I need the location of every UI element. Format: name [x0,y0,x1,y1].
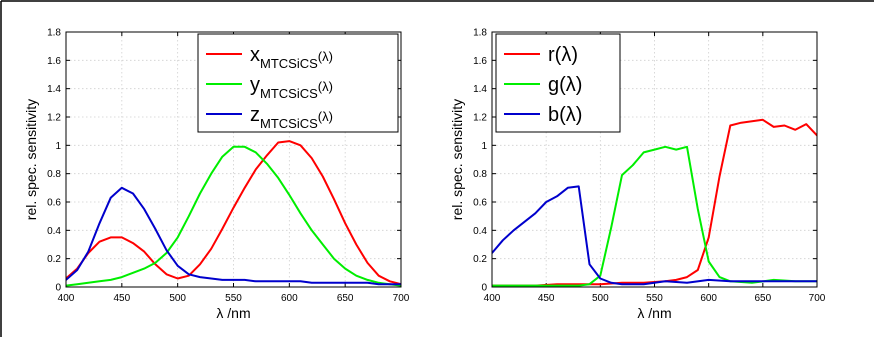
y-tick-label: 0 [481,283,487,294]
x-tick-label: 500 [169,293,186,304]
series-line-z [66,186,401,286]
x-tick-label: 500 [592,293,609,304]
x-axis-label: λ /nm [216,305,250,321]
y-tick-label: 1.2 [47,113,61,124]
y-tick-label: 0.8 [473,169,487,180]
y-tick-label: 1.4 [473,84,487,95]
axes-box [491,31,818,288]
y-tick-label: 1 [55,141,61,152]
x-tick-label: 550 [646,293,663,304]
legend: r(λ)g(λ)b(λ) [495,33,621,133]
y-tick-label: 1 [481,141,487,152]
y-tick-label: 0.6 [47,198,61,209]
legend-label-g: g(λ) [548,74,582,96]
legend-series-subscript: MTCSiCS [260,86,318,101]
y-tick-label: 0.8 [47,169,61,180]
series-line-y [66,145,401,287]
legend-label-r: r(λ) [548,44,578,66]
x-axis-label: λ /nm [637,305,671,321]
legend-series-subscript: MTCSiCS [260,116,318,131]
legend-series-name: r [548,44,555,66]
legend-series-subscript: MTCSiCS [260,56,318,71]
legend-series-name: x [250,44,260,66]
x-tick-label: 700 [809,293,826,304]
x-tick-label: 700 [393,293,410,304]
y-tick-label: 0.4 [47,226,61,237]
x-tick-label: 650 [754,293,771,304]
y-axis-label: rel. spec. sensitivity [449,99,465,220]
legend-label-x: xMTCSiCS(λ) [250,44,333,71]
y-tick-label: 0.4 [473,226,487,237]
axes-box [65,31,402,288]
y-tick-label: 0 [55,283,61,294]
series-line-x [66,140,401,286]
x-tick-label: 600 [700,293,717,304]
y-tick-label: 1.2 [473,113,487,124]
x-tick-label: 450 [113,293,130,304]
legend-series-name: b [548,104,559,126]
chart-panel-1: 0 0.2 0.4 0.6 0.8 1 1.2 1.4 1.6 1.8 400 450 500 550 60… [23,28,410,322]
x-tick-label: 650 [337,293,354,304]
legend-series-name: z [250,104,260,126]
x-tick-label: 600 [281,293,298,304]
y-tick-label: 1.8 [47,28,61,39]
y-tick-label: 0.2 [473,254,487,265]
x-tick-label: 550 [225,293,242,304]
y-axis-label: rel. spec. sensitivity [23,99,39,220]
chart-panel-2: 0 0.2 0.4 0.6 0.8 1 1.2 1.4 1.6 1.8 400 450 500 550 60… [449,28,826,322]
legend-series-suffix: (λ) [559,74,582,96]
legend-series-suffix: (λ) [318,79,333,94]
y-tick-label: 1.6 [473,56,487,67]
legend: xMTCSiCS(λ)yMTCSiCS(λ)zMTCSiCS(λ) [197,33,399,133]
y-tick-label: 1.4 [47,84,61,95]
legend-series-suffix: (λ) [318,109,333,124]
y-tick-label: 1.6 [47,56,61,67]
x-tick-label: 400 [484,293,501,304]
legend-series-suffix: (λ) [559,104,582,126]
x-tick-label: 400 [58,293,75,304]
y-tick-label: 1.8 [473,28,487,39]
legend-series-name: y [250,74,260,96]
series-line-b [492,185,817,286]
series-line-r [492,118,817,287]
legend-label-b: b(λ) [548,104,582,126]
legend-series-suffix: (λ) [555,44,578,66]
legend-series-suffix: (λ) [318,49,333,64]
legend-label-y: yMTCSiCS(λ) [250,74,333,101]
legend-series-name: g [548,74,559,96]
y-tick-label: 0.6 [473,198,487,209]
x-tick-label: 450 [538,293,555,304]
y-tick-label: 0.2 [47,254,61,265]
legend-label-z: zMTCSiCS(λ) [250,104,333,131]
